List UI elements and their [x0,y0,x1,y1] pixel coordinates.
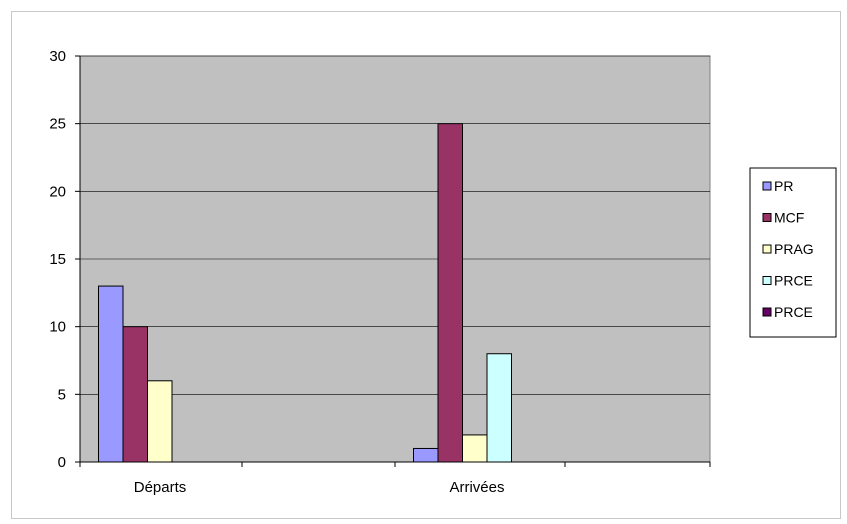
legend-label: PR [774,178,793,194]
bar-pr-arrivees [413,447,439,463]
x-axis-ticks [79,462,711,467]
bar-prag-departs [147,380,173,463]
bar-mcf-arrivees [437,123,463,463]
y-tick-label: 15 [49,251,66,268]
bar-mcf-departs [122,326,148,463]
y-axis-ticks: 0 5 10 15 20 25 30 [49,48,80,471]
legend-label: MCF [774,210,804,226]
legend-label: PRCE [774,304,813,320]
bar-prag-arrivees [462,434,488,463]
category-label: Arrivées [449,479,504,496]
category-label: Départs [134,479,187,496]
legend-label: PRCE [774,273,813,289]
gridlines [80,55,710,395]
y-tick-label: 5 [58,386,66,403]
legend-label: PRAG [774,241,814,257]
legend-swatch [762,213,772,222]
y-tick-label: 25 [49,116,66,133]
y-tick-label: 10 [49,319,66,336]
bars [98,123,512,463]
legend-swatch [762,307,772,317]
legend-swatch [762,244,772,254]
y-tick-label: 20 [49,183,66,200]
legend: PR MCF PRAG PRCE PRCE [749,167,837,338]
legend-swatch [762,181,772,191]
y-tick-label: 30 [49,48,66,65]
bar-prce-arrivees [486,353,512,463]
category-labels: Départs Arrivées [134,479,505,496]
chart-frame [11,11,841,519]
bar-pr-departs [98,285,124,463]
legend-swatch [762,276,772,285]
y-tick-label: 0 [58,454,66,471]
